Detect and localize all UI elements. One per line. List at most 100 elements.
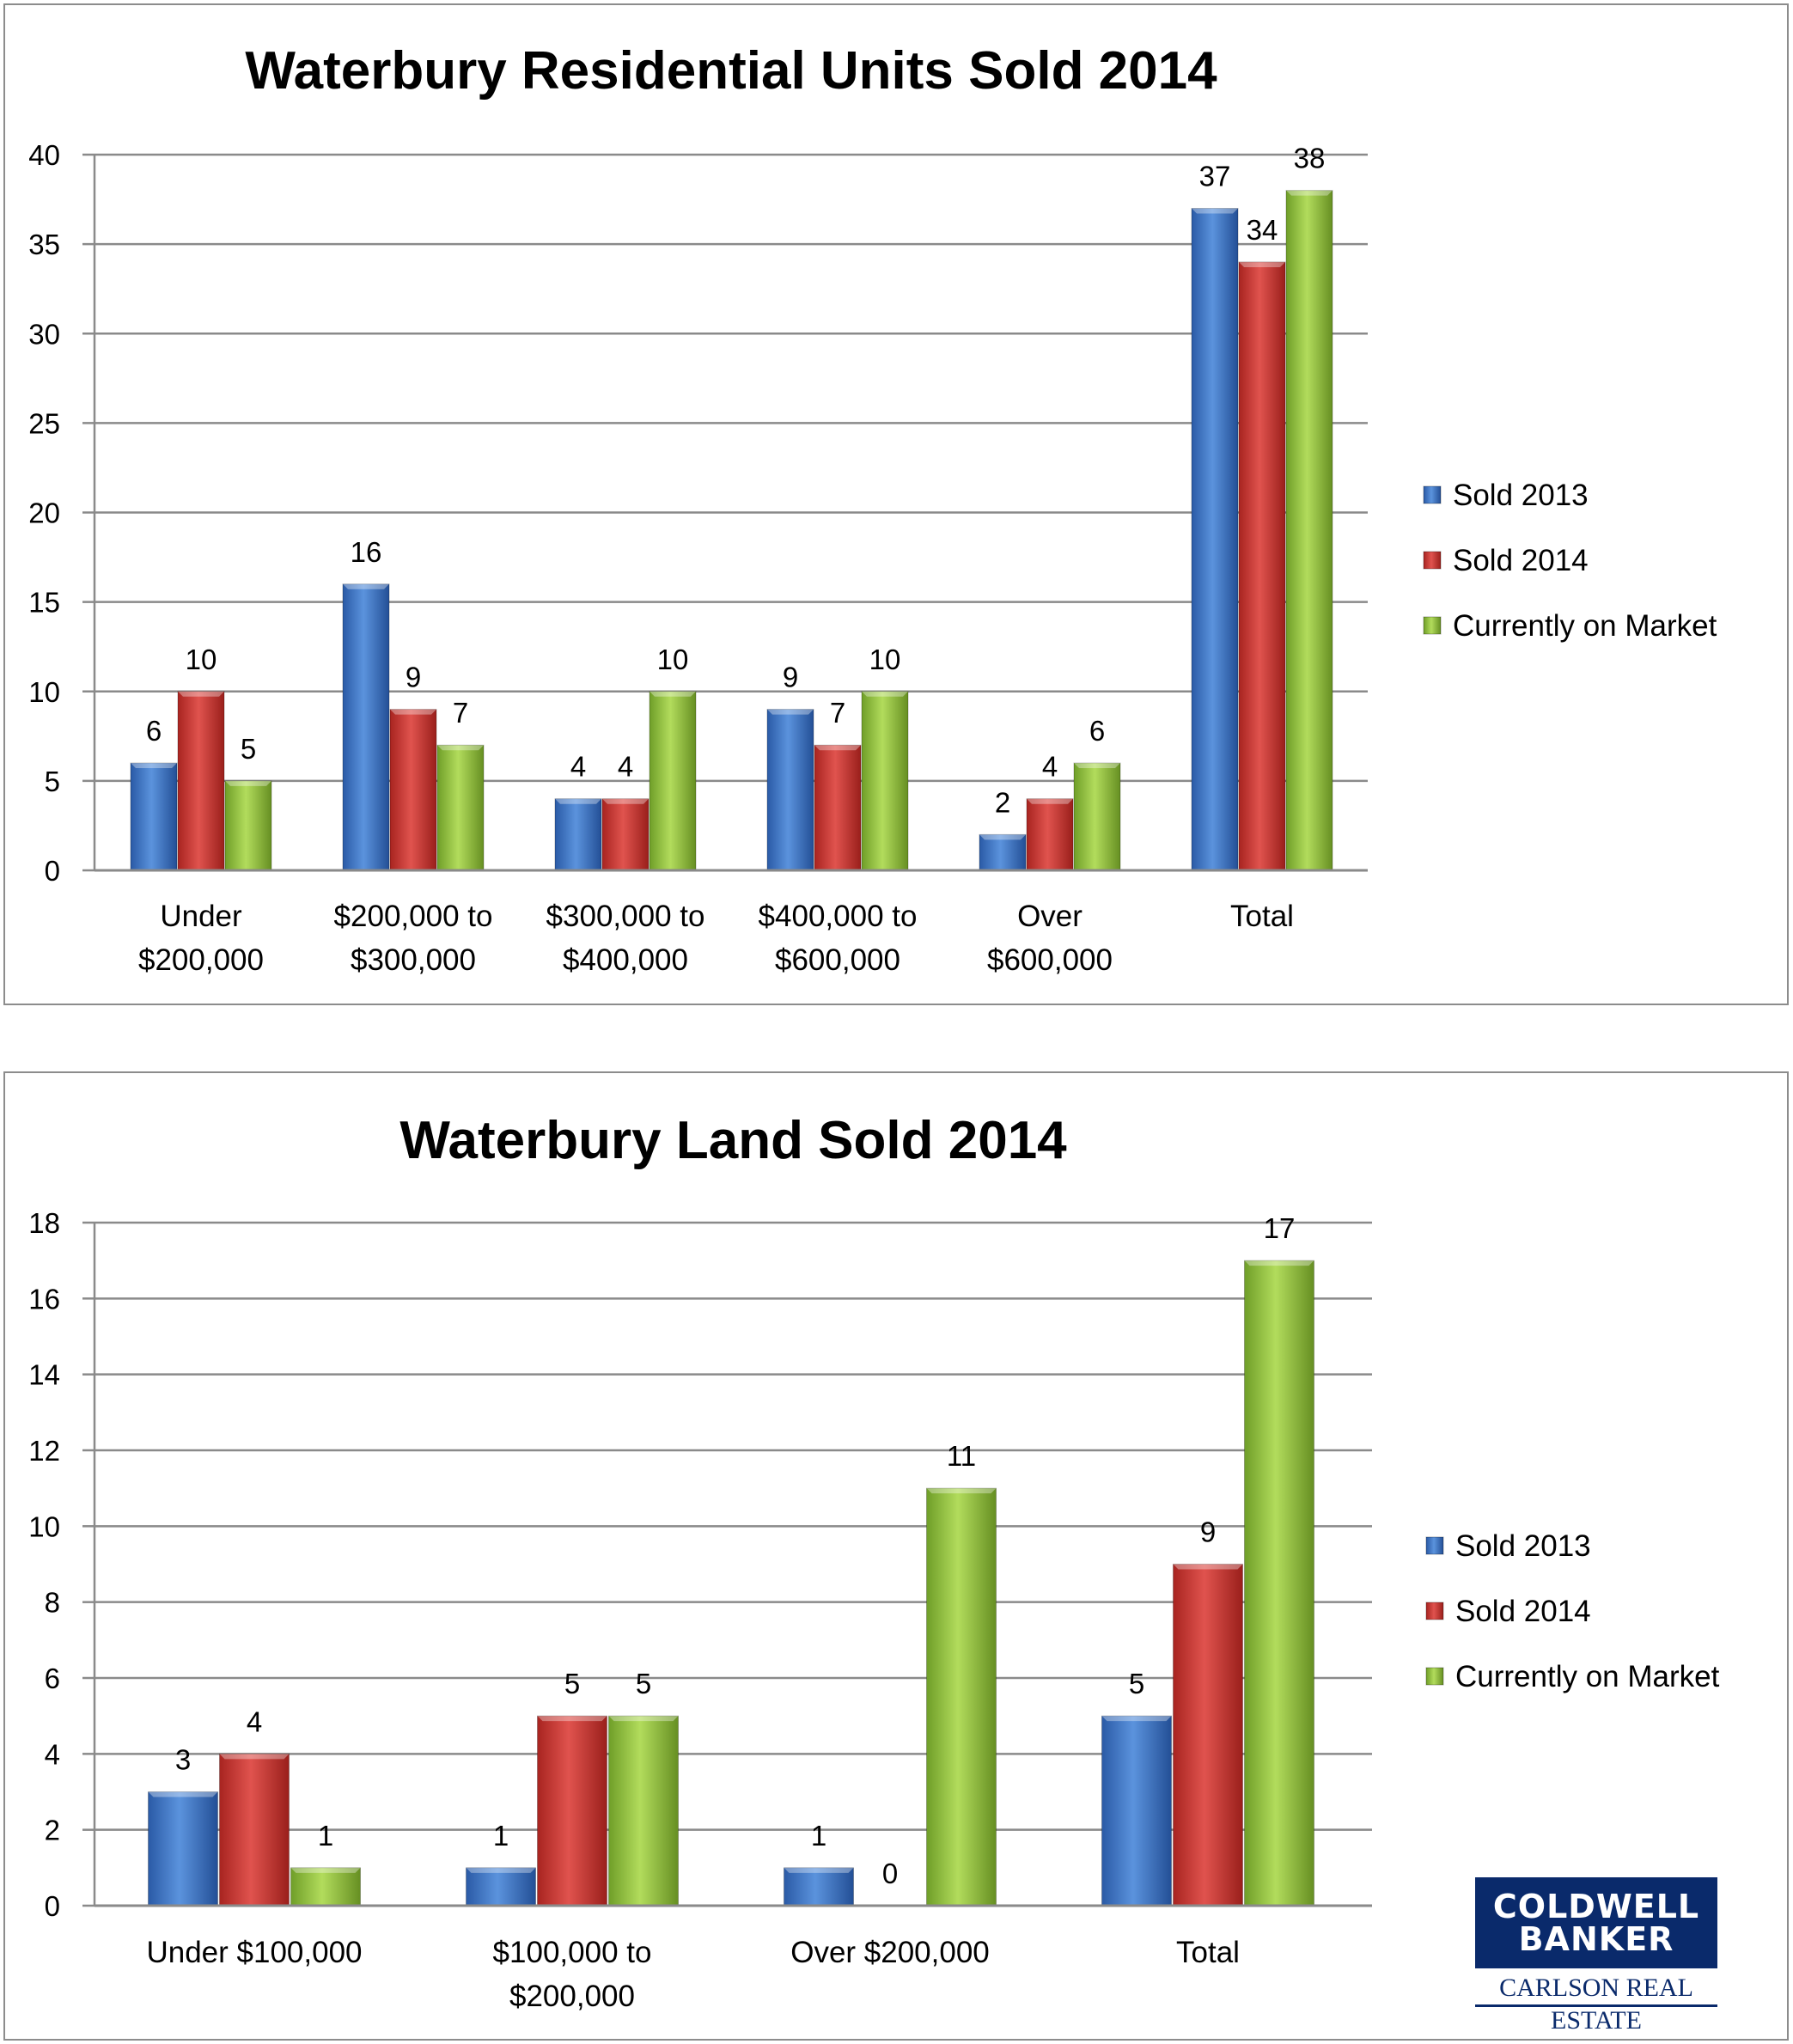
data-label: 6	[146, 715, 162, 747]
legend-swatch	[1423, 551, 1442, 570]
y-tick-label: 0	[45, 1890, 60, 1922]
bar-currently-on-market	[1244, 1260, 1314, 1907]
y-tick-label: 15	[28, 587, 60, 619]
bar-currently-on-market	[290, 1867, 361, 1907]
data-label: 4	[247, 1705, 262, 1737]
chart-1: Waterbury Residential Units Sold 2014 0 5 1…	[28, 41, 1717, 977]
category-label: Over	[1017, 900, 1083, 933]
bar-bevel	[131, 763, 177, 769]
data-label: 5	[564, 1668, 580, 1699]
legend-swatch	[1423, 616, 1442, 635]
data-label: 11	[947, 1440, 976, 1472]
bar-currently-on-market	[649, 691, 697, 871]
bar-sold-2014	[537, 1715, 607, 1907]
legend-swatch	[1423, 485, 1442, 504]
bar-sold-2013	[1191, 207, 1239, 871]
legend-label: Sold 2013	[1453, 479, 1589, 512]
bar-currently-on-market	[608, 1715, 679, 1907]
logo-line-3: CARLSON REAL ESTATE	[1475, 1972, 1717, 2035]
legend-swatch	[1425, 1602, 1444, 1620]
y-tick-label: 40	[28, 139, 60, 171]
y-tick-label: 25	[28, 407, 60, 439]
data-label: 9	[1200, 1516, 1216, 1548]
data-label: 0	[882, 1858, 898, 1889]
bar-sold-2013	[979, 833, 1027, 871]
category-label: $200,000	[138, 943, 264, 977]
chart-2: Waterbury Land Sold 20140246810121416183…	[28, 1111, 1719, 2013]
data-label: 38	[1294, 143, 1326, 174]
data-label: 1	[811, 1820, 826, 1852]
y-tick-label: 5	[45, 766, 60, 797]
data-label: 6	[1089, 715, 1105, 747]
bar-currently-on-market	[436, 744, 485, 871]
data-label: 3	[175, 1744, 191, 1776]
y-tick-label: 12	[28, 1435, 60, 1467]
y-tick-label: 35	[28, 229, 60, 260]
data-label: 9	[406, 662, 421, 693]
logo-line-1: COLDWELL	[1492, 1888, 1700, 1925]
chart-title: Waterbury Residential Units Sold 2014	[245, 41, 1217, 101]
category-label: $400,000	[563, 943, 688, 977]
y-tick-label: 8	[45, 1587, 60, 1619]
y-tick-label: 6	[45, 1663, 60, 1694]
category-label: $200,000	[509, 1980, 635, 2013]
bar-currently-on-market	[1073, 762, 1121, 871]
bar-sold-2014	[601, 798, 650, 871]
bar-bevel	[814, 745, 861, 751]
data-label: 10	[657, 644, 689, 675]
y-tick-label: 18	[28, 1207, 60, 1239]
data-label: 7	[453, 697, 468, 729]
bar-bevel	[225, 780, 271, 786]
bar-sold-2014	[219, 1753, 290, 1907]
data-label: 34	[1247, 214, 1278, 246]
bar-bevel	[537, 1716, 607, 1722]
y-tick-label: 30	[28, 318, 60, 350]
data-label: 10	[869, 644, 901, 675]
bar-bevel	[219, 1754, 290, 1760]
category-label: Under	[160, 900, 242, 933]
bar-bevel	[650, 691, 696, 697]
legend-label: Sold 2013	[1455, 1529, 1591, 1563]
bar-sold-2013	[766, 709, 814, 871]
bar-currently-on-market	[861, 691, 909, 871]
data-label: 5	[241, 733, 256, 765]
bar-bevel	[1101, 1716, 1172, 1722]
category-label: $100,000 to	[493, 1936, 652, 1969]
y-tick-label: 20	[28, 497, 60, 529]
bar-bevel	[555, 798, 601, 804]
bar-bevel	[1173, 1564, 1243, 1570]
legend-label: Currently on Market	[1455, 1660, 1720, 1693]
y-tick-label: 14	[28, 1359, 60, 1391]
y-tick-label: 10	[28, 676, 60, 708]
bar-sold-2014	[177, 691, 225, 871]
bar-sold-2013	[1101, 1715, 1172, 1907]
category-label: $600,000	[775, 943, 900, 977]
bar-bevel	[343, 583, 389, 589]
category-label: $200,000 to	[334, 900, 493, 933]
category-label: $400,000 to	[759, 900, 918, 933]
bar-bevel	[466, 1867, 536, 1873]
data-label: 1	[318, 1820, 333, 1852]
category-label: Total	[1230, 900, 1294, 933]
y-tick-label: 2	[45, 1815, 60, 1846]
data-label: 4	[618, 751, 633, 783]
logo-line-2: BANKER	[1518, 1920, 1674, 1958]
bar-bevel	[290, 1867, 361, 1873]
data-label: 4	[570, 751, 586, 783]
bar-sold-2013	[342, 583, 390, 871]
bar-sold-2013	[130, 762, 178, 871]
bar-sold-2014	[814, 744, 862, 871]
bar-bevel	[608, 1716, 679, 1722]
bar-bevel	[1244, 1260, 1314, 1266]
data-label: 1	[493, 1820, 509, 1852]
y-tick-label: 16	[28, 1283, 60, 1315]
bar-bevel	[1027, 798, 1073, 804]
bar-sold-2013	[148, 1791, 218, 1907]
data-label: 17	[1264, 1212, 1296, 1244]
data-label: 16	[351, 536, 382, 568]
chart-title: Waterbury Land Sold 2014	[399, 1111, 1067, 1170]
bar-sold-2014	[1173, 1564, 1243, 1907]
bar-bevel	[1074, 763, 1120, 769]
data-label: 2	[995, 786, 1010, 818]
bar-bevel	[437, 745, 484, 751]
